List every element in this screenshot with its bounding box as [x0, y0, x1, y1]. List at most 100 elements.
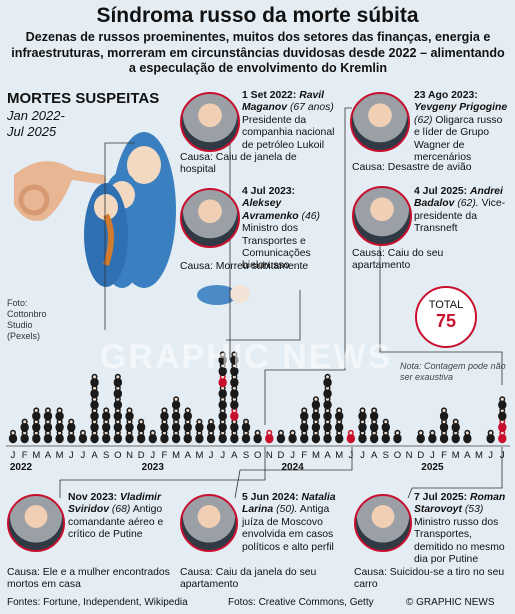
month-tick-label: M — [56, 450, 64, 461]
month-tick-label: S — [243, 450, 249, 461]
month-tick-label: O — [254, 450, 261, 461]
photo-sources: Fotos: Creative Commons, Getty — [228, 597, 374, 608]
month-tick-label: O — [114, 450, 121, 461]
case-desc: Vice-presidente da Transneft — [414, 198, 506, 235]
case-age: (62) — [414, 114, 433, 126]
month-tick-label: S — [383, 450, 389, 461]
doll-mark — [451, 418, 460, 433]
doll-mark — [20, 418, 29, 433]
case-name: Ravil Maganov — [242, 90, 325, 114]
case-cause-badalov: Causa: Caiu do seu apartamento — [352, 248, 444, 272]
year-label: 2023 — [142, 462, 165, 473]
case-date: 1 Set 2022: — [242, 90, 297, 101]
count-note: Nota: Contagem pode não ser exaustiva — [400, 361, 506, 382]
doll-mark — [323, 373, 332, 388]
month-tick-label: A — [371, 450, 378, 461]
connector-line — [104, 142, 135, 330]
case-date: 7 Jul 2025: — [414, 492, 468, 503]
doll-mark — [416, 429, 425, 444]
doll-mark — [78, 429, 88, 444]
doll-mark — [195, 418, 204, 433]
doll-mark-highlighted — [346, 429, 356, 444]
case-cause-prigogine: Causa: Desastre de avião — [352, 162, 472, 173]
brand-credit: © GRAPHIC NEWS — [406, 597, 495, 608]
month-tick-label: M — [195, 450, 203, 461]
case-age: (50). — [276, 504, 298, 516]
doll-mark — [428, 429, 437, 444]
doll-mark — [230, 351, 239, 365]
case-card-badalov: 4 Jul 2025: Andrei Badalov (62). Vice-pr… — [414, 186, 510, 236]
fallen-doll-icon — [197, 285, 250, 305]
doll-mark — [206, 418, 216, 433]
month-tick-label: J — [500, 450, 505, 461]
case-desc: Oligarca russo e líder de Grupo Wagner d… — [414, 114, 503, 164]
month-tick-label: D — [417, 450, 424, 461]
doll-mark — [218, 351, 227, 365]
connector-line — [59, 447, 266, 498]
month-tick-label: F — [162, 450, 168, 461]
page-title: Síndroma russo da morte súbita — [96, 4, 419, 27]
case-desc: Ministro russo dos Transportes, demitido… — [414, 516, 505, 566]
doll-mark — [55, 429, 64, 444]
case-card-starovoyt: 7 Jul 2025: Roman Starovoyt (53) Ministr… — [414, 492, 510, 566]
doll-mark — [276, 429, 286, 444]
doll-mark — [241, 418, 251, 433]
connector-line — [226, 290, 301, 341]
doll-mark — [148, 429, 157, 444]
doll-mark — [311, 396, 321, 410]
year-label: 2022 — [10, 462, 33, 473]
month-tick-label: F — [301, 450, 307, 461]
month-tick-label: D — [138, 450, 145, 461]
portrait-larina — [180, 494, 238, 552]
case-name: Vladimir Sviridov — [68, 492, 161, 516]
case-date: 23 Ago 2023: — [414, 90, 478, 101]
section-title: MORTES SUSPEITAS — [7, 90, 160, 107]
case-desc: Antigo comandante aéreo e crítico de Put… — [68, 504, 164, 541]
doll-mark-highlighted — [265, 429, 274, 444]
total-value: 75 — [435, 311, 457, 331]
month-tick-label: J — [360, 450, 365, 461]
year-label: 2024 — [281, 462, 304, 473]
doll-mark — [171, 396, 181, 410]
month-tick-label: F — [441, 450, 447, 461]
matryoshka-photo-icon — [14, 132, 176, 288]
doll-mark — [43, 407, 53, 421]
doll-mark — [43, 418, 53, 433]
total-label: TOTAL — [428, 299, 464, 311]
connector-line — [407, 447, 503, 499]
month-tick-label: J — [430, 450, 435, 461]
month-tick-label: M — [452, 450, 460, 461]
case-name: Aleksey Avramenko — [242, 198, 299, 222]
doll-mark — [218, 362, 227, 377]
connector-line — [234, 447, 353, 499]
doll-mark — [125, 407, 134, 421]
doll-mark — [288, 429, 297, 444]
doll-mark — [335, 407, 344, 421]
month-tick-label: F — [22, 450, 28, 461]
case-cause-starovoyt: Causa: Suicidou-se a tiro no seu carro — [354, 567, 505, 591]
case-card-larina: 5 Jun 2024: Natalia Larina (50). Antiga … — [242, 492, 346, 554]
month-tick-label: A — [231, 450, 238, 461]
portrait-badalov — [352, 186, 412, 246]
doll-mark — [32, 407, 41, 421]
doll-mark — [183, 407, 192, 421]
doll-mark — [358, 407, 367, 421]
portrait-avramenko — [180, 188, 240, 248]
case-desc: Antiga juíza de Moscovo envolvida em cas… — [242, 504, 334, 553]
portrait-sviridov — [7, 494, 65, 552]
case-desc: Ministro dos Transportes e Comunicações … — [242, 223, 311, 272]
case-name: Yevgeny Prigogine — [414, 102, 508, 114]
case-card-prigogine: 23 Ago 2023: Yevgeny Prigogine (62) Olig… — [414, 90, 510, 164]
case-date: 5 Jun 2024: — [242, 492, 299, 503]
doll-mark — [102, 407, 111, 421]
year-label: 2025 — [421, 462, 444, 473]
month-tick-label: S — [103, 450, 109, 461]
doll-mark — [113, 373, 123, 388]
month-tick-label: A — [464, 450, 471, 461]
month-tick-label: A — [185, 450, 192, 461]
case-cause-maganov: Causa: Caiu de janela de hospital — [180, 152, 297, 176]
month-tick-label: M — [335, 450, 343, 461]
doll-mark — [218, 407, 227, 421]
